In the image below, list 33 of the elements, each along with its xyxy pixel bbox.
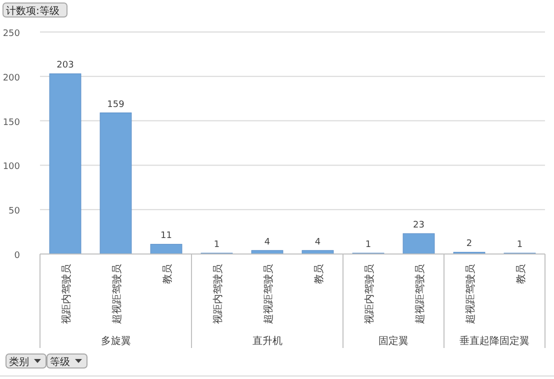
data-label: 11 bbox=[160, 231, 172, 242]
data-label: 4 bbox=[314, 237, 321, 248]
text: 计数项:等级 bbox=[6, 5, 60, 17]
text: 等级 bbox=[50, 356, 70, 368]
x-tick-label: 视距内驾驶员 bbox=[212, 264, 224, 324]
data-label: 4 bbox=[264, 237, 270, 248]
x-tick-label: 教员 bbox=[162, 264, 174, 284]
x-tick-label: 超视距驾驶员 bbox=[414, 264, 426, 324]
y-tick-label: 200 bbox=[2, 73, 20, 84]
x-tick-label: 超视距驾驶员 bbox=[464, 264, 476, 324]
data-label: 159 bbox=[107, 100, 125, 110]
text: 垂直起降固定翼 bbox=[460, 335, 530, 347]
y-tick-label: 150 bbox=[2, 118, 20, 128]
x-tick-label: 教员 bbox=[314, 264, 325, 284]
data-label: 203 bbox=[56, 60, 74, 71]
x-tick-label: 超视距驾驶员 bbox=[262, 264, 274, 324]
y-tick-label: 100 bbox=[2, 162, 20, 172]
data-label: 1 bbox=[214, 240, 220, 250]
x-tick-label: 视距内驾驶员 bbox=[363, 264, 376, 324]
data-label: 1 bbox=[365, 240, 372, 250]
x-tick-label: 教员 bbox=[516, 264, 527, 284]
data-label: 2 bbox=[466, 239, 472, 250]
x-tick-label: 视距内驾驶员 bbox=[60, 264, 72, 324]
text: 多旋翼 bbox=[100, 335, 131, 347]
text: 固定翼 bbox=[378, 335, 408, 347]
data-label: 1 bbox=[516, 240, 523, 250]
data-label: 23 bbox=[413, 220, 424, 231]
y-tick-label: 0 bbox=[14, 251, 20, 261]
y-tick-label: 250 bbox=[2, 29, 20, 39]
x-tick-label: 超视距驾驶员 bbox=[110, 264, 123, 324]
text: 类别 bbox=[9, 356, 29, 368]
text: 直升机 bbox=[252, 335, 282, 347]
y-tick-label: 50 bbox=[8, 206, 20, 217]
